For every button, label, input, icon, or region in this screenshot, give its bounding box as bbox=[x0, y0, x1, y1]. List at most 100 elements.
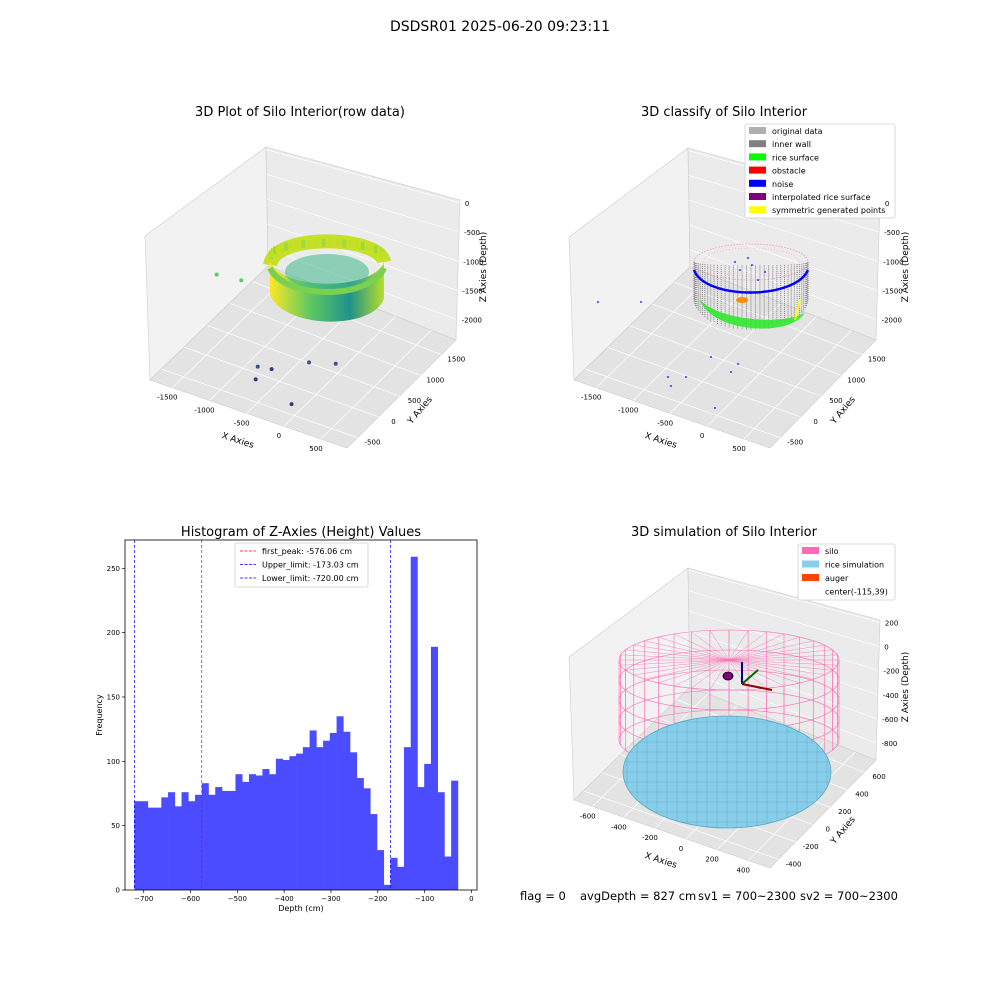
classify-legend-swatch bbox=[749, 127, 766, 134]
sim-silo-spoke bbox=[633, 659, 730, 676]
raw-point-cloud bbox=[263, 234, 391, 322]
raw-outlier-point bbox=[269, 367, 274, 372]
histogram-bar bbox=[195, 794, 203, 890]
sim-silo-spoke bbox=[728, 640, 814, 661]
sim-y-gridline bbox=[583, 790, 779, 860]
classify-legend-box bbox=[744, 123, 896, 219]
histogram-x-ticks: −700 −600 −500 −400 −300 −200 −100 0 bbox=[134, 890, 474, 903]
histogram-x-tick-label: 0 bbox=[469, 895, 473, 903]
classify-noise-point bbox=[710, 356, 712, 358]
raw-x-tick-label: -500 bbox=[234, 419, 250, 427]
sim-z-tick-label: 0 bbox=[884, 644, 888, 652]
raw-y-tick-label: 1000 bbox=[426, 376, 444, 384]
histogram-bar bbox=[282, 760, 290, 890]
raw-cylinder-front-rim bbox=[267, 266, 387, 295]
histogram-x-tick-label: −500 bbox=[228, 895, 247, 903]
histogram-legend-box bbox=[234, 542, 369, 588]
raw-rim-point bbox=[272, 246, 277, 255]
raw-z-tick-label: 0 bbox=[465, 200, 469, 208]
sim-x-tick-label: -600 bbox=[580, 812, 596, 820]
raw-rim-point bbox=[342, 239, 347, 248]
raw-rim-point bbox=[360, 241, 365, 250]
sim-rice-mesh bbox=[623, 716, 831, 828]
sim-x-tick-label: -400 bbox=[611, 823, 627, 831]
histogram-bar bbox=[269, 774, 277, 890]
raw-rim-point bbox=[301, 240, 306, 249]
histogram-frame bbox=[124, 539, 478, 891]
sim-legend-box bbox=[797, 543, 896, 601]
sim-legend-swatch bbox=[802, 547, 819, 554]
raw-z-tick-label: -1500 bbox=[462, 287, 482, 295]
sim-z-label: Z Axies (Depth) bbox=[901, 652, 911, 723]
sim-legend: silo rice simulation auger center(-115,39) bbox=[797, 543, 896, 601]
histogram-y-label: Frequency bbox=[95, 694, 104, 736]
sim-silo-spoke bbox=[728, 636, 800, 661]
histogram-bar bbox=[147, 807, 155, 890]
raw-rim-point bbox=[275, 245, 280, 254]
sim-legend-label: center(-115,39) bbox=[825, 588, 888, 597]
classify-noise-point bbox=[714, 407, 716, 409]
sim-z-tick-label: -800 bbox=[881, 740, 897, 748]
histogram-y-tick-label: 100 bbox=[107, 758, 120, 766]
histogram-bar bbox=[329, 733, 337, 890]
histogram-legend-label: first_peak: -576.06 cm bbox=[262, 547, 352, 556]
classify-gridlines bbox=[585, 150, 881, 440]
histogram-bar bbox=[262, 769, 270, 890]
sim-legend-label: silo bbox=[825, 547, 839, 556]
sim-silo-spoke bbox=[620, 659, 730, 666]
raw-rim-point bbox=[294, 240, 299, 249]
histogram-bar bbox=[215, 787, 223, 890]
histogram-vlines bbox=[134, 540, 391, 890]
histogram-y-tick-label: 200 bbox=[107, 629, 120, 637]
raw-3d-panel: 3D Plot of Silo Interior(row data) X Axi… bbox=[144, 105, 489, 453]
classify-y-tick-label: -500 bbox=[787, 439, 803, 447]
sim-y-label: Y Axies bbox=[829, 815, 858, 847]
sim-y-tick-label: 0 bbox=[826, 825, 830, 833]
sim-silo-spoke bbox=[625, 649, 730, 661]
raw-rim-point bbox=[381, 251, 385, 259]
status-avg-depth: avgDepth = 827 cm bbox=[580, 889, 696, 903]
classify-rice-surface bbox=[700, 300, 805, 329]
figure-title: DSDSR01 2025-06-20 09:23:11 bbox=[390, 19, 610, 35]
sim-z-tick-label: -400 bbox=[883, 692, 899, 700]
histogram-bar bbox=[201, 783, 209, 890]
sim-silo-spoke bbox=[728, 633, 785, 661]
sim-silo-spoke bbox=[728, 659, 785, 687]
histogram-bar bbox=[430, 646, 438, 890]
histogram-bar bbox=[309, 730, 317, 890]
sim-x-tick-label: -200 bbox=[642, 834, 658, 842]
raw-rim-point bbox=[284, 242, 289, 251]
histogram-x-tick-label: −200 bbox=[368, 895, 387, 903]
raw-outlier-point bbox=[307, 360, 312, 365]
classify-y-tick-label: 1500 bbox=[868, 356, 886, 364]
raw-rim-point bbox=[377, 246, 382, 255]
sim-silo-spoke bbox=[728, 631, 767, 661]
sim-silo-spoke bbox=[673, 633, 730, 661]
raw-z-gridline bbox=[267, 223, 458, 291]
classify-legend-label: rice surface bbox=[772, 153, 819, 162]
raw-z-gridline bbox=[266, 173, 460, 233]
raw-rim-point bbox=[370, 243, 375, 252]
histogram-bar bbox=[444, 856, 452, 890]
raw-rim-point bbox=[328, 239, 333, 248]
histogram-bar bbox=[141, 801, 149, 890]
classify-z-tick-label: -1000 bbox=[883, 258, 903, 266]
classify-legend-label: symmetric generated points bbox=[772, 206, 885, 215]
sim-z-gridline bbox=[688, 631, 878, 696]
classify-top-rim-inner bbox=[702, 247, 800, 277]
classify-z-gridline bbox=[689, 249, 877, 320]
classify-obstacle bbox=[736, 297, 748, 303]
classify-legend-swatch bbox=[749, 179, 766, 187]
raw-x-tick-label: -1500 bbox=[157, 394, 177, 402]
classify-noise-point bbox=[764, 271, 766, 273]
histogram-bar bbox=[424, 763, 432, 890]
histogram-bar bbox=[363, 788, 371, 890]
raw-rim-point bbox=[307, 239, 312, 248]
raw-outlier-point bbox=[214, 272, 219, 277]
raw-outlier-point bbox=[333, 361, 338, 366]
classify-z-gridline bbox=[688, 199, 879, 262]
histogram-bar bbox=[188, 801, 196, 890]
raw-x-label: X Axies bbox=[220, 431, 255, 451]
raw-z-gridline bbox=[265, 149, 461, 204]
raw-y-tick-label: 0 bbox=[391, 418, 395, 426]
